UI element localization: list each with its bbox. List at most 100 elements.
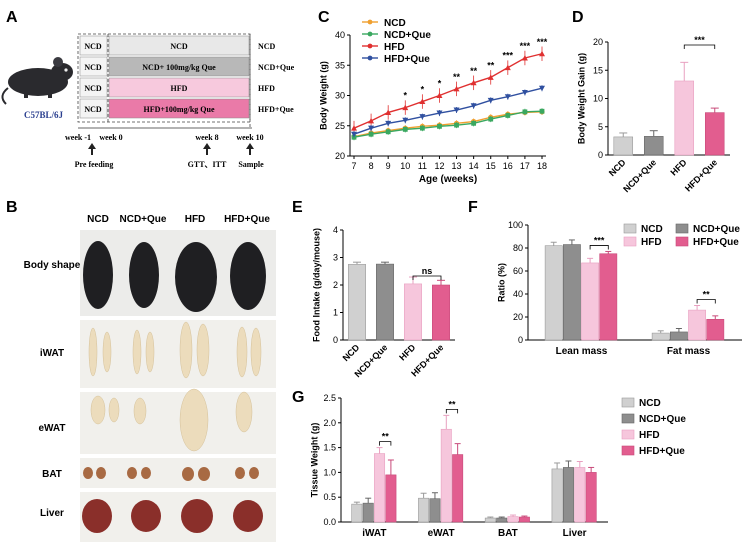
legend-swatch: [623, 236, 637, 247]
significance-bracket: [683, 44, 716, 49]
mouse-body-ncd: [83, 241, 113, 309]
y-tick-label: 20: [593, 37, 603, 47]
bar-ncd: [613, 136, 634, 156]
legend-marker: [367, 19, 373, 25]
y-tick-label: 35: [335, 60, 345, 70]
bar-ncd-que: [643, 136, 664, 156]
data-point: [453, 107, 460, 114]
y-tick-label: 100: [508, 220, 523, 230]
bar-hfd: [404, 283, 422, 341]
significance-marker: ***: [520, 41, 531, 51]
legend-label: NCD: [639, 398, 661, 409]
x-tick-label: eWAT: [428, 528, 455, 539]
x-tick-label: NCD: [341, 342, 362, 363]
x-tick-label: NCD: [607, 157, 628, 178]
legend-marker: [367, 31, 373, 37]
legend-label: NCD: [384, 18, 406, 29]
data-point: [368, 125, 375, 132]
y-tick-label: 60: [513, 266, 523, 276]
bar-ncd: [651, 332, 670, 341]
photo-row-iwat: iWAT: [40, 348, 64, 359]
significance-bracket: [696, 299, 716, 304]
x-tick-label: 11: [418, 161, 427, 171]
bar-ncd-que: [429, 498, 441, 523]
mouse-body-hfd-que: [230, 242, 266, 310]
y-tick-label: 10: [593, 94, 603, 104]
y-axis-label: Body Weight Gain (g): [577, 53, 587, 144]
significance-marker: *: [421, 85, 425, 95]
data-point: [402, 104, 409, 111]
significance-marker: **: [453, 72, 461, 82]
significance-bracket: [589, 245, 609, 250]
mouse-body-hfd: [175, 242, 217, 312]
data-point: [522, 109, 528, 115]
bar-ncd: [551, 468, 563, 523]
y-tick-label: 20: [335, 151, 345, 161]
data-point: [454, 122, 459, 128]
x-tick-label: BAT: [498, 528, 518, 539]
data-point: [487, 97, 494, 104]
legend-label: HFD: [641, 237, 662, 248]
y-tick-label: 20: [513, 312, 523, 322]
y-tick-label: 15: [593, 65, 603, 75]
bar-hfd-que: [432, 284, 450, 341]
y-tick-label: 1: [333, 308, 338, 318]
x-tick-label: 16: [503, 161, 513, 171]
significance-marker: **: [487, 60, 495, 70]
x-tick-label: 18: [537, 161, 547, 171]
chart-g-tissue-weight: 0.0 0.5 1.0 1.5 2.0 2.5 Tissue Weight (g) iWAT *…: [310, 393, 687, 539]
y-tick-label: 5: [598, 122, 603, 132]
panel-label-b: B: [6, 199, 18, 216]
panel-b: NCD NCD+Que HFD HFD+Que Body shape iWAT …: [24, 214, 276, 542]
bar-ncd-que: [563, 244, 581, 341]
y-tick-label: 0.0: [323, 517, 336, 527]
timeline-week-10: week 10: [236, 133, 263, 142]
legend-swatch: [675, 236, 689, 247]
data-point: [470, 103, 477, 109]
photo-col-hfd: HFD: [185, 214, 206, 225]
y-tick-label: 0: [518, 335, 523, 345]
timeline-week-0: week 0: [99, 133, 122, 142]
bar-ncd-que: [376, 263, 394, 341]
panel-label-d: D: [572, 9, 584, 26]
bar-hfd: [507, 516, 519, 523]
row-2-pre-text: NCD: [84, 63, 102, 72]
y-tick-label: 25: [335, 121, 345, 131]
data-point: [453, 85, 460, 92]
bar-ncd: [348, 264, 366, 341]
y-tick-label: 30: [335, 91, 345, 101]
mouse-strain-label: C57BL/6J: [24, 110, 64, 120]
bar-hfd: [374, 453, 386, 523]
series-line-hfd-que: [353, 87, 543, 135]
bar-hfd-que: [518, 516, 530, 523]
group-row-2-pre: [79, 56, 108, 77]
group-row-3-main: [108, 77, 250, 98]
bar-ncd: [351, 503, 363, 523]
data-point: [488, 116, 494, 122]
group-row-4-pre: [79, 98, 108, 119]
bar-hfd: [574, 467, 586, 523]
x-tick-label: Fat mass: [667, 346, 711, 357]
legend-label: HFD+Que: [639, 446, 685, 457]
photo-col-ncd: NCD: [87, 214, 109, 225]
data-point: [385, 129, 391, 135]
legend-swatch: [623, 223, 637, 234]
legend-swatch: [675, 223, 689, 234]
photo-col-ncd-que: NCD+Que: [120, 214, 167, 225]
significance-marker: ***: [503, 51, 514, 61]
x-tick-label: HFD: [669, 157, 690, 178]
bar-ncd-que: [670, 331, 688, 341]
significance-bracket: [412, 275, 442, 280]
panel-a: C57BL/6J NCD NCD NCD NCD+ 100mg/kg Que N…: [1, 33, 295, 169]
data-point: [521, 54, 528, 61]
x-tick-label: 8: [369, 161, 374, 171]
x-tick-label: 12: [434, 161, 444, 171]
data-point: [505, 113, 511, 118]
photo-col-hfd-que: HFD+Que: [224, 214, 270, 225]
significance-bracket: [445, 408, 459, 414]
data-point: [402, 126, 408, 132]
bar-hfd-que: [452, 454, 464, 523]
row-1-group-label: NCD: [258, 42, 276, 51]
photo-row-ewat: eWAT: [38, 423, 65, 434]
